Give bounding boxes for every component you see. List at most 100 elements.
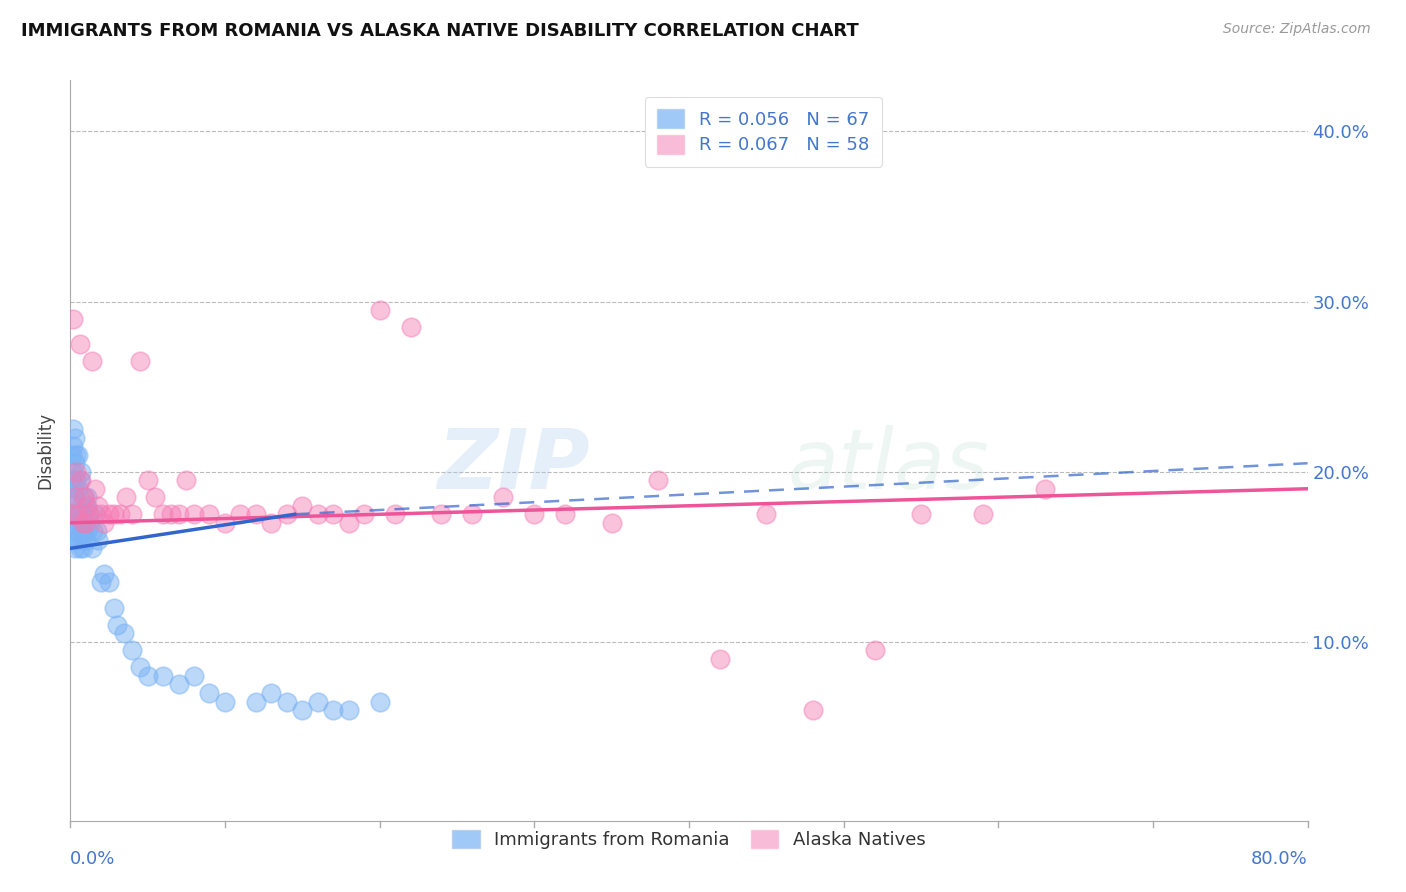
- Point: [62, 490, 84, 504]
- Point: [62, 516, 84, 530]
- Point: [70, 465, 93, 479]
- Point: [70, 499, 93, 513]
- Point: [82, 524, 105, 539]
- Point: [69, 516, 91, 530]
- Point: [76, 490, 98, 504]
- Point: [152, 508, 174, 522]
- Point: [368, 694, 391, 708]
- Point: [63, 524, 86, 539]
- Point: [70, 473, 93, 487]
- Point: [183, 669, 205, 683]
- Point: [1033, 482, 1056, 496]
- Point: [276, 694, 298, 708]
- Point: [152, 669, 174, 683]
- Point: [69, 541, 91, 556]
- Point: [90, 575, 112, 590]
- Point: [307, 508, 329, 522]
- Point: [65, 524, 87, 539]
- Point: [69, 337, 91, 351]
- Point: [67, 533, 90, 547]
- Point: [65, 508, 87, 522]
- Point: [322, 703, 344, 717]
- Point: [492, 490, 515, 504]
- Point: [260, 516, 283, 530]
- Point: [77, 508, 100, 522]
- Point: [63, 490, 86, 504]
- Point: [291, 499, 314, 513]
- Point: [76, 499, 98, 513]
- Point: [62, 311, 84, 326]
- Point: [70, 524, 93, 539]
- Point: [60, 473, 83, 487]
- Point: [105, 618, 128, 632]
- Point: [353, 508, 375, 522]
- Point: [65, 465, 87, 479]
- Point: [121, 643, 143, 657]
- Point: [709, 652, 731, 666]
- Point: [136, 473, 159, 487]
- Point: [554, 508, 576, 522]
- Point: [75, 516, 97, 530]
- Point: [145, 490, 166, 504]
- Point: [76, 524, 98, 539]
- Point: [62, 465, 84, 479]
- Point: [86, 524, 108, 539]
- Point: [60, 490, 83, 504]
- Point: [98, 575, 120, 590]
- Point: [93, 516, 115, 530]
- Point: [62, 422, 84, 436]
- Point: [80, 541, 103, 556]
- Point: [600, 516, 623, 530]
- Point: [115, 490, 138, 504]
- Point: [73, 524, 96, 539]
- Point: [65, 473, 87, 487]
- Point: [245, 694, 267, 708]
- Text: Source: ZipAtlas.com: Source: ZipAtlas.com: [1223, 22, 1371, 37]
- Point: [260, 686, 283, 700]
- Point: [214, 516, 236, 530]
- Point: [337, 516, 360, 530]
- Point: [276, 508, 298, 522]
- Point: [174, 473, 197, 487]
- Point: [972, 508, 994, 522]
- Point: [67, 508, 90, 522]
- Point: [368, 303, 391, 318]
- Point: [399, 320, 422, 334]
- Point: [755, 508, 778, 522]
- Point: [67, 448, 90, 462]
- Point: [103, 508, 125, 522]
- Point: [214, 694, 236, 708]
- Point: [62, 439, 84, 453]
- Point: [307, 694, 329, 708]
- Point: [863, 643, 886, 657]
- Point: [90, 508, 112, 522]
- Point: [108, 508, 131, 522]
- Text: 80.0%: 80.0%: [1251, 850, 1308, 868]
- Point: [63, 482, 86, 496]
- Point: [93, 566, 115, 581]
- Point: [129, 660, 152, 674]
- Point: [198, 508, 221, 522]
- Point: [337, 703, 360, 717]
- Text: IMMIGRANTS FROM ROMANIA VS ALASKA NATIVE DISABILITY CORRELATION CHART: IMMIGRANTS FROM ROMANIA VS ALASKA NATIVE…: [21, 22, 859, 40]
- Y-axis label: Disability: Disability: [37, 412, 55, 489]
- Point: [63, 456, 86, 470]
- Point: [79, 516, 101, 530]
- Point: [63, 541, 86, 556]
- Point: [80, 354, 103, 368]
- Text: 0.0%: 0.0%: [70, 850, 115, 868]
- Point: [72, 541, 94, 556]
- Legend: Immigrants from Romania, Alaska Natives: Immigrants from Romania, Alaska Natives: [441, 819, 936, 860]
- Point: [87, 533, 110, 547]
- Point: [67, 482, 90, 496]
- Point: [77, 508, 100, 522]
- Point: [60, 508, 83, 522]
- Point: [136, 669, 159, 683]
- Point: [84, 482, 107, 496]
- Point: [183, 508, 205, 522]
- Point: [62, 533, 84, 547]
- Point: [801, 703, 824, 717]
- Point: [461, 508, 484, 522]
- Point: [72, 508, 94, 522]
- Point: [114, 626, 135, 640]
